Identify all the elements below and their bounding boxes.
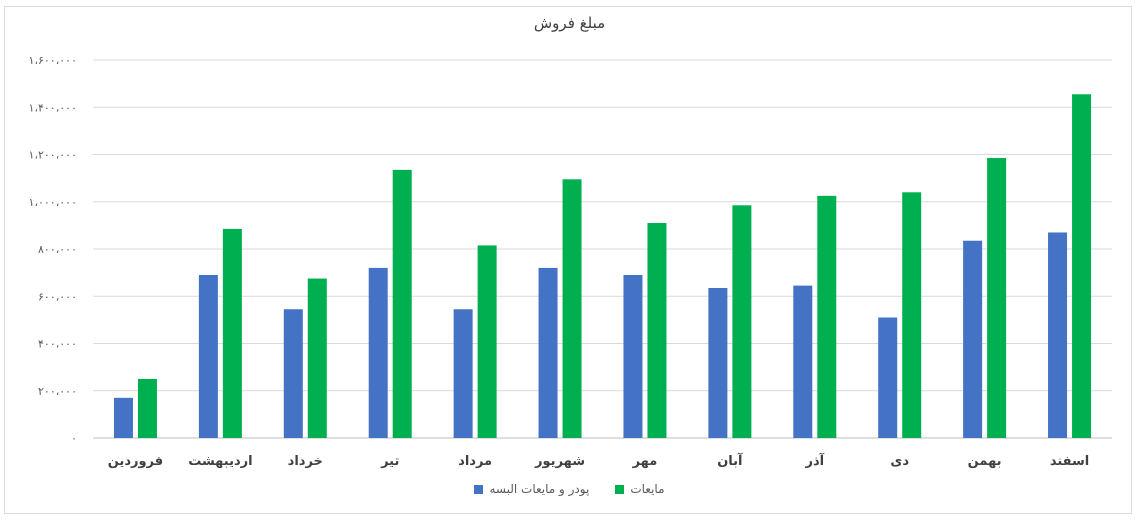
- legend-swatch-series-2: [615, 484, 625, 494]
- bar-series-2: [222, 228, 242, 438]
- gridlines: [93, 59, 1112, 439]
- x-tick-label: مرداد: [458, 454, 492, 469]
- x-tick-label: آبان: [717, 452, 743, 469]
- y-tick-label: ۰: [71, 432, 77, 445]
- x-tick-label: اسفند: [1050, 454, 1089, 469]
- bar-series-1: [368, 267, 388, 438]
- bar-series-1: [963, 240, 983, 438]
- legend-swatch-series-1: [474, 484, 484, 494]
- x-tick-label: فروردین: [108, 454, 163, 469]
- y-tick-label: ۱،۲۰۰،۰۰۰: [29, 149, 77, 162]
- legend-label-series-1: پودر و مایعات البسه: [489, 482, 590, 496]
- bar-series-2: [307, 278, 327, 438]
- bar-series-1: [878, 317, 898, 438]
- x-tick-label: دی: [890, 454, 909, 469]
- chart-title: مبلغ فروش: [533, 14, 606, 32]
- bar-series-1: [623, 274, 643, 438]
- bar-series-1: [708, 287, 728, 438]
- x-tick-label: شهریور: [534, 454, 585, 469]
- bar-series-2: [732, 205, 752, 438]
- x-axis-tick-labels: فروردین اردیبهشت خرداد تیر مرداد شهریور مهر آبا…: [108, 452, 1090, 469]
- legend-item-series-2: مایعات: [615, 482, 665, 496]
- x-tick-label: مهر: [632, 454, 658, 469]
- bar-series-2: [987, 158, 1007, 438]
- bar-series-1: [793, 285, 813, 438]
- y-tick-label: ۶۰۰،۰۰۰: [38, 290, 77, 303]
- x-tick-label: اردیبهشت: [188, 454, 252, 469]
- y-axis-tick-labels: ۰ ۲۰۰،۰۰۰ ۴۰۰،۰۰۰ ۶۰۰،۰۰۰ ۸۰۰،۰۰۰ ۱،۰۰۰،۰۰۰ ۱،…: [29, 54, 77, 445]
- x-tick-label: بهمن: [968, 454, 1002, 469]
- legend: پودر و مایعات البسه مایعات: [0, 482, 1139, 496]
- bar-series-2: [902, 192, 922, 438]
- bar-series-1: [113, 397, 133, 438]
- bar-series-1: [1048, 232, 1068, 438]
- bar-series-1: [283, 309, 303, 438]
- legend-item-series-1: پودر و مایعات البسه: [474, 482, 589, 496]
- y-tick-label: ۱،۶۰۰،۰۰۰: [29, 54, 77, 67]
- bar-series-2: [1072, 94, 1092, 438]
- bar-series-2: [562, 179, 582, 438]
- y-tick-label: ۲۰۰،۰۰۰: [38, 385, 77, 398]
- bar-series-2: [477, 245, 497, 438]
- bars: [113, 94, 1092, 438]
- y-tick-label: ۱،۰۰۰،۰۰۰: [29, 196, 77, 209]
- bar-series-2: [817, 195, 837, 438]
- bar-series-2: [647, 223, 667, 438]
- bar-series-2: [392, 169, 412, 438]
- bar-series-1: [198, 274, 218, 438]
- y-tick-label: ۱،۴۰۰،۰۰۰: [29, 101, 77, 114]
- x-tick-label: خرداد: [288, 454, 323, 469]
- x-tick-label: تیر: [380, 454, 399, 469]
- legend-label-series-2: مایعات: [630, 482, 665, 496]
- bar-series-2: [137, 378, 157, 438]
- bar-series-1: [453, 309, 473, 438]
- y-tick-label: ۴۰۰،۰۰۰: [38, 338, 77, 351]
- x-tick-label: آذر: [804, 452, 824, 469]
- bar-series-1: [538, 267, 558, 438]
- y-tick-label: ۸۰۰،۰۰۰: [38, 243, 77, 256]
